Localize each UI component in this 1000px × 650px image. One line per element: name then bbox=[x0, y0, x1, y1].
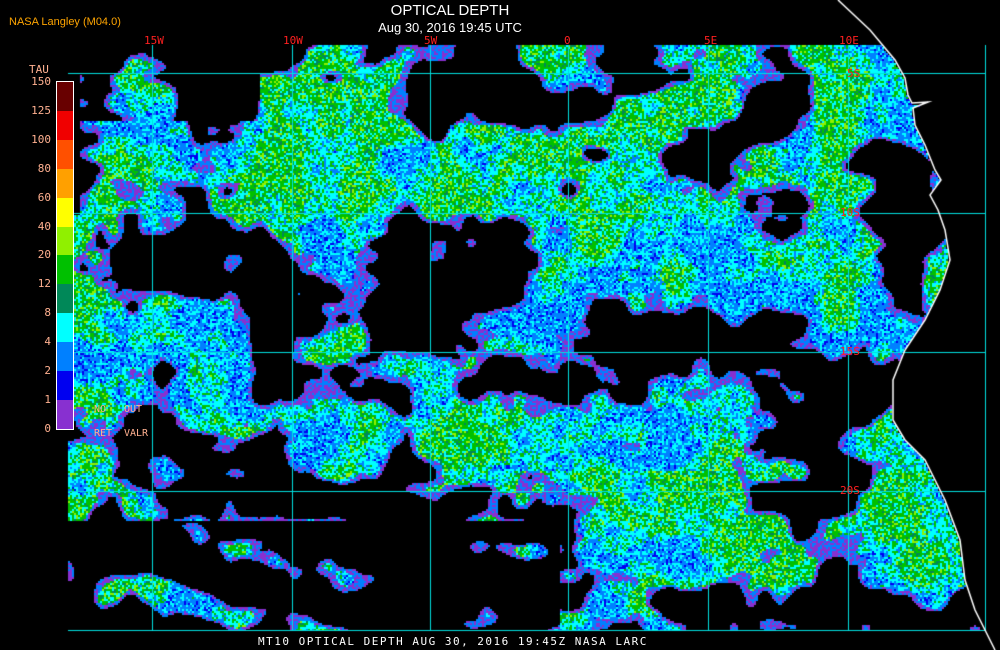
map-subtitle: Aug 30, 2016 19:45 UTC bbox=[378, 20, 522, 35]
colorbar-segment bbox=[57, 139, 73, 169]
colorbar-segment bbox=[57, 399, 73, 429]
colorbar-title: TAU bbox=[29, 63, 49, 76]
colorbar-tick-label: 1 bbox=[44, 392, 51, 406]
colorbar-tick-label: 12 bbox=[37, 277, 51, 291]
colorbar-tick-label: 80 bbox=[37, 161, 51, 175]
lon-label: 10E bbox=[839, 34, 859, 47]
colorbar-tick-label: 20 bbox=[37, 248, 51, 262]
out-of-range-label: VALR bbox=[124, 428, 149, 439]
no-retrieval-label: RET bbox=[94, 428, 113, 439]
lat-label: 5S bbox=[847, 67, 861, 80]
credit-label: NASA Langley (M04.0) bbox=[9, 16, 121, 28]
colorbar-tick-label: 2 bbox=[44, 364, 51, 377]
colorbar-tick-label: 125 bbox=[31, 103, 51, 117]
lon-label: 0 bbox=[564, 34, 571, 47]
colorbar-segment bbox=[57, 284, 73, 314]
colorbar-tick-label: 150 bbox=[31, 75, 51, 88]
colorbar-tick-label: 8 bbox=[44, 306, 51, 320]
colorbar-segment bbox=[57, 110, 73, 140]
footer-caption: MT10 OPTICAL DEPTH AUG 30, 2016 19:45Z N… bbox=[258, 635, 648, 648]
colorbar-segment bbox=[57, 342, 73, 372]
colorbar-tick-label: 0 bbox=[44, 421, 51, 435]
colorbar-segment bbox=[57, 371, 73, 400]
lon-label: 5W bbox=[424, 34, 438, 47]
lat-label: 10S bbox=[840, 206, 860, 219]
colorbar-segment bbox=[57, 313, 73, 343]
colorbar bbox=[56, 81, 74, 430]
no-retrieval-label: NO bbox=[94, 404, 107, 415]
colorbar-tick-label: 4 bbox=[44, 335, 51, 349]
colorbar-segment bbox=[57, 197, 73, 227]
lon-label: 15W bbox=[144, 34, 164, 47]
map-title: OPTICAL DEPTH bbox=[390, 2, 510, 19]
lon-label: 5E bbox=[704, 34, 718, 47]
colorbar-tick-label: 100 bbox=[31, 132, 51, 146]
lat-label: 15S bbox=[840, 345, 860, 358]
lat-label: 20S bbox=[840, 484, 860, 497]
colorbar-segment bbox=[57, 82, 73, 111]
out-of-range-label: OUT bbox=[124, 404, 143, 415]
colorbar-tick-label: 60 bbox=[37, 190, 51, 204]
colorbar-segment bbox=[57, 255, 73, 285]
colorbar-segment bbox=[57, 226, 73, 256]
colorbar-tick-label: 40 bbox=[37, 219, 51, 233]
colorbar-segment bbox=[57, 168, 73, 198]
lon-label: 10W bbox=[283, 34, 303, 47]
